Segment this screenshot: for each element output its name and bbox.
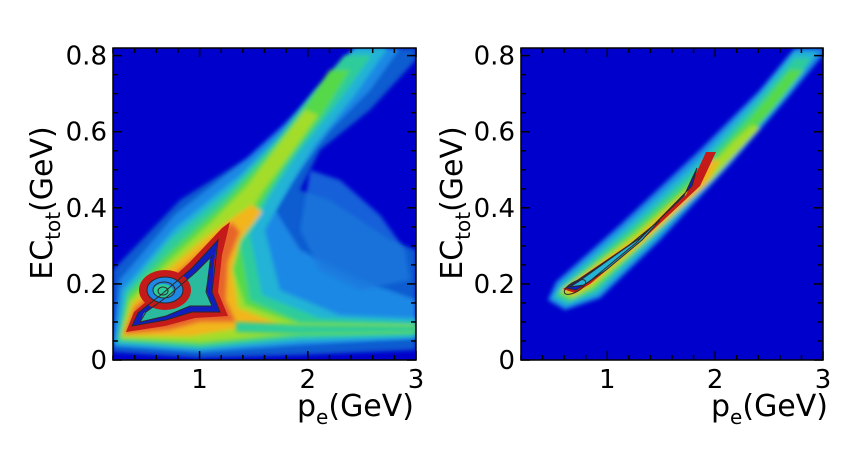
left-y-tick-label: 0.2: [66, 270, 107, 300]
right-teal-level: [555, 58, 812, 303]
right-contours: [563, 167, 698, 295]
left-contours: [131, 238, 221, 327]
right-tick-labels: 1 2 3 0 0.2 0.4 0.6 0.8: [474, 42, 832, 395]
right-green-level: [558, 70, 804, 300]
right-x-tick-label: 2: [707, 365, 724, 395]
right-heatmap: [548, 48, 823, 310]
left-y-tick-label: 0.6: [66, 118, 107, 148]
right-ticks: [520, 48, 824, 361]
right-x-tick-label: 1: [599, 365, 616, 395]
left-y-axis-label: ECtot(GeV): [25, 126, 65, 279]
left-x-tick-label: 3: [408, 365, 425, 395]
left-ticks: [112, 48, 417, 361]
left-y-tick-label: 0.4: [66, 194, 107, 224]
right-red-level: [563, 152, 716, 293]
left-x-tick-label: 2: [300, 365, 317, 395]
left-x-axis-label: pe(GeV): [297, 389, 414, 429]
right-y-tick-label: 0: [498, 346, 515, 376]
left-x-tick-label: 1: [191, 365, 208, 395]
right-panel: 1 2 3 0 0.2 0.4 0.6 0.8 pe(GeV) ECtot(GeV): [435, 42, 831, 429]
left-pion-band: [236, 322, 416, 334]
left-y-tick-label: 0.8: [66, 42, 107, 72]
right-y-tick-label: 0.8: [474, 42, 515, 72]
left-peak-core: [153, 284, 173, 298]
left-lightblue-patch: [300, 170, 410, 290]
left-tick-labels: 1 2 3 0 0.2 0.4 0.6 0.8: [66, 42, 425, 395]
right-y-tick-label: 0.2: [474, 270, 515, 300]
left-panel: 1 2 3 0 0.2 0.4 0.6 0.8 pe(GeV) ECtot(GeV): [25, 42, 424, 429]
right-x-tick-label: 3: [815, 365, 832, 395]
right-y-axis-label: ECtot(GeV): [435, 126, 475, 279]
left-y-tick-label: 0: [90, 346, 107, 376]
right-x-axis-label: pe(GeV): [711, 389, 828, 429]
left-heatmap: [113, 48, 416, 358]
right-y-tick-label: 0.6: [474, 118, 515, 148]
right-y-tick-label: 0.4: [474, 194, 515, 224]
